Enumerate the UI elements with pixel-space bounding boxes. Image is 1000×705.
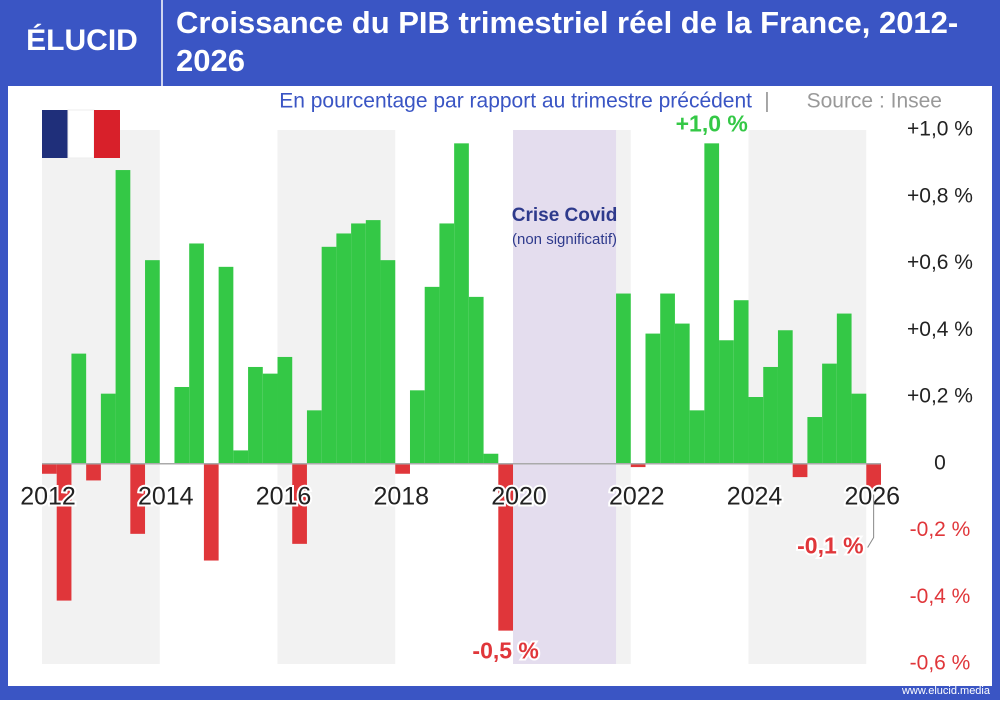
bar: [56, 463, 72, 601]
y-tick-label: +0,2 %: [907, 385, 973, 408]
bar: [822, 363, 837, 464]
bar: [42, 463, 57, 474]
bar: [851, 393, 867, 464]
x-tick-label: 2012: [20, 483, 76, 511]
bar: [439, 223, 455, 464]
covid-label: Crise Covid: [512, 205, 618, 226]
bar: [424, 286, 440, 464]
title-box: Croissance du PIB trimestriel réel de la…: [176, 5, 959, 78]
subtitle: En pourcentage par rapport au trimestre …: [279, 90, 752, 113]
bar: [792, 463, 808, 478]
bar: [409, 390, 425, 464]
bar: [866, 463, 881, 491]
bar: [660, 293, 675, 464]
bar: [395, 463, 410, 474]
bar: [115, 170, 131, 464]
value-label: -0,5 %: [472, 638, 538, 664]
bar: [100, 393, 116, 464]
bar: [351, 223, 366, 464]
flag-red: [94, 110, 120, 158]
x-tick-label: 2018: [373, 483, 429, 511]
bar: [203, 463, 219, 561]
leader-line: [867, 494, 875, 548]
logo: ÉLUCID: [26, 23, 138, 57]
bar: [777, 330, 793, 464]
bar: [380, 260, 396, 464]
y-tick-label: 0: [934, 451, 946, 474]
x-tick-label: 2026: [844, 483, 900, 511]
bar: [704, 143, 720, 464]
subtitle-separator: |: [764, 90, 769, 113]
bar: [630, 463, 646, 468]
x-tick-label: 2022: [609, 483, 665, 511]
bar: [616, 293, 631, 464]
value-label: -0,1 %: [797, 533, 863, 559]
x-tick-label: 2024: [727, 483, 783, 511]
bar: [262, 373, 278, 464]
bar: [321, 246, 337, 464]
chart-title: Croissance du PIB trimestriel réel de la…: [176, 5, 959, 78]
bar: [645, 333, 661, 464]
bar: [306, 410, 322, 464]
bar: [336, 233, 352, 464]
bar: [689, 410, 705, 464]
bar: [71, 353, 87, 464]
y-tick-label: +1,0 %: [907, 118, 973, 141]
bar: [836, 313, 852, 464]
value-label: +1,0 %: [676, 110, 748, 136]
bar: [733, 300, 749, 464]
flag: [42, 109, 120, 159]
bar: [233, 450, 249, 464]
y-tick-label: +0,6 %: [907, 251, 973, 274]
flag-blue: [42, 110, 68, 158]
bar: [86, 463, 101, 481]
bar: [454, 143, 469, 464]
bar: [174, 386, 190, 464]
y-tick-label: -0,6 %: [910, 652, 971, 675]
x-tick-label: 2016: [256, 483, 312, 511]
bar: [719, 340, 734, 464]
bar: [130, 463, 146, 534]
bar: [248, 366, 263, 464]
bar: [748, 397, 764, 464]
x-tick-label: 2014: [138, 483, 194, 511]
x-tick-label: 2020: [491, 483, 547, 511]
covid-band: [513, 130, 617, 664]
bar: [218, 266, 234, 464]
bar: [468, 296, 484, 464]
y-tick-label: +0,4 %: [907, 318, 973, 341]
bar: [807, 417, 823, 464]
bar: [145, 260, 160, 464]
bar: [674, 323, 690, 464]
bar: [277, 356, 293, 464]
source: Source : Insee: [807, 90, 942, 113]
y-tick-label: -0,2 %: [910, 518, 971, 541]
bar: [189, 243, 204, 464]
bar: [292, 463, 307, 544]
bar: [483, 453, 499, 464]
flag-white: [67, 109, 95, 159]
bar: [763, 366, 778, 464]
covid-note: (non significatif): [512, 231, 617, 248]
y-tick-label: +0,8 %: [907, 184, 973, 207]
bar: [365, 220, 381, 464]
bar: [498, 463, 514, 631]
footer: www.elucid.media: [901, 685, 991, 697]
y-tick-label: -0,4 %: [910, 585, 971, 608]
